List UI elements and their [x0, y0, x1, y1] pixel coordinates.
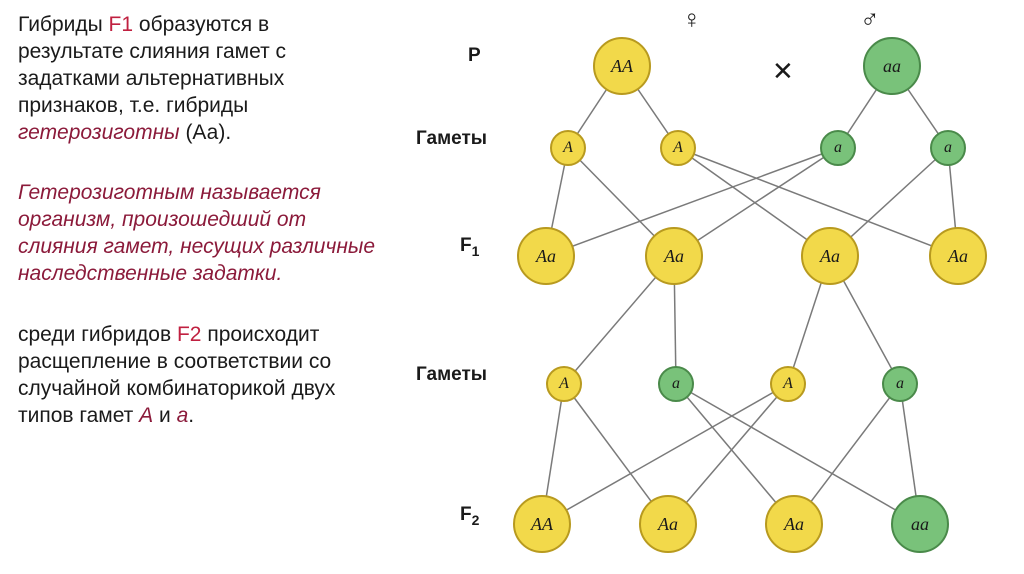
paragraph-2: Гетерозиготным называется организм, прои… [18, 180, 380, 288]
p1-pre: Гибриды [18, 13, 109, 36]
genotype-node: AA [593, 37, 651, 95]
cross-symbol: ✕ [772, 56, 794, 87]
genotype-node: Aa [801, 227, 859, 285]
p3-pre: среди гибридов [18, 323, 177, 346]
genotype-node: Aa [929, 227, 987, 285]
p3-f2: F2 [177, 323, 202, 346]
p1-het: гетерозиготны [18, 121, 180, 144]
genotype-node: A [770, 366, 806, 402]
p3-and: и [153, 404, 176, 427]
text-column: Гибриды F1 образуются в результате слиян… [0, 0, 390, 574]
p3-A: A [139, 404, 153, 427]
genotype-node: a [930, 130, 966, 166]
genotype-node: Aa [517, 227, 575, 285]
genotype-node: a [658, 366, 694, 402]
row-label: F1 [460, 235, 479, 259]
genotype-node: A [546, 366, 582, 402]
genotype-node: Aa [645, 227, 703, 285]
genotype-node: aa [891, 495, 949, 553]
genotype-node: Aa [765, 495, 823, 553]
row-label: Гаметы [416, 128, 487, 150]
genetics-diagram: ♀♂✕PГаметыF1ГаметыF2AAaaAAaaAaAaAaAaAaAa… [390, 0, 1024, 574]
paragraph-1: Гибриды F1 образуются в результате слиян… [18, 12, 380, 146]
paragraph-3: среди гибридов F2 происходит расщепление… [18, 322, 380, 430]
genotype-node: A [550, 130, 586, 166]
genotype-node: Aa [639, 495, 697, 553]
row-label: P [468, 45, 481, 67]
genotype-node: a [820, 130, 856, 166]
male-symbol: ♂ [860, 4, 880, 35]
genotype-node: aa [863, 37, 921, 95]
genotype-node: a [882, 366, 918, 402]
p1-aa: (Аа). [180, 121, 232, 144]
female-symbol: ♀ [682, 4, 702, 35]
page-container: Гибриды F1 образуются в результате слиян… [0, 0, 1024, 574]
p1-f1: F1 [109, 13, 134, 36]
genotype-node: A [660, 130, 696, 166]
row-label: F2 [460, 504, 479, 528]
row-label: Гаметы [416, 364, 487, 386]
p3-end: . [188, 404, 194, 427]
p3-a: a [177, 404, 189, 427]
genotype-node: AA [513, 495, 571, 553]
diagram-lines [390, 0, 1024, 574]
